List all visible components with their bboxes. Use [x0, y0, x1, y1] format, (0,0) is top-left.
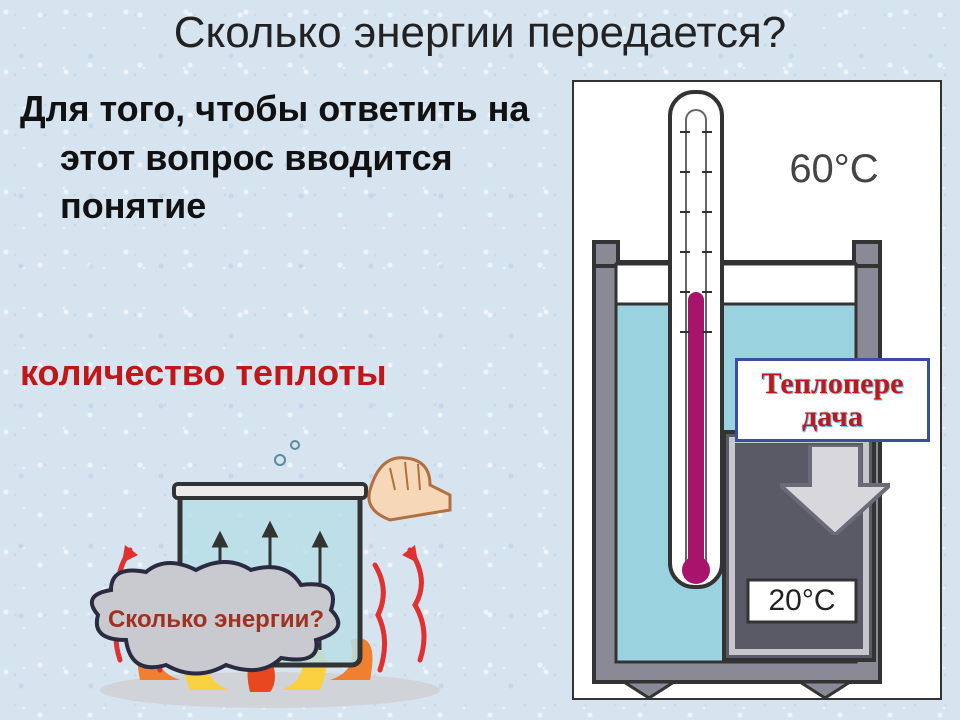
low-temp-label: 20°C	[768, 584, 835, 617]
heat-transfer-line2: дача	[802, 400, 863, 433]
intro-paragraph: Для того, чтобы ответить на этот вопрос …	[20, 85, 540, 231]
key-term: количество теплоты	[20, 352, 387, 394]
key-term-text: количество теплоты	[20, 352, 387, 393]
heat-transfer-line1: Теплопере	[762, 367, 904, 400]
cloud-question-text: Сколько энергии?	[108, 606, 324, 634]
high-temp-label: 60°C	[789, 147, 878, 191]
heat-transfer-label-box: Теплопере дача	[735, 358, 930, 442]
slide-title: Сколько энергии передается?	[0, 8, 960, 58]
cloud-callout: Сколько энергии?	[86, 560, 346, 680]
down-arrow-icon	[780, 445, 890, 535]
